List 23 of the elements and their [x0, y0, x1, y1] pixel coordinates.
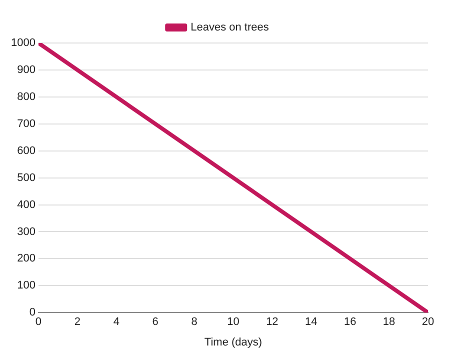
x-tick-label: 14: [305, 316, 318, 328]
y-tick-label: 500: [17, 172, 36, 184]
y-tick-label: 300: [17, 226, 36, 238]
x-tick-label: 18: [382, 316, 396, 328]
x-tick-label: 6: [152, 316, 158, 328]
x-tick-label: 12: [266, 316, 278, 328]
y-tick-label: 900: [17, 64, 36, 76]
x-tick-label: 16: [344, 316, 356, 328]
y-tick-label: 600: [17, 144, 36, 157]
y-tick-label: 800: [17, 90, 36, 103]
y-tick-label: 100: [17, 280, 36, 292]
x-tick-label: 8: [191, 316, 198, 328]
y-tick-label: 200: [17, 252, 36, 265]
x-tick-label: 20: [422, 316, 434, 328]
y-tick-label: 1000: [10, 37, 36, 50]
x-axis-title: Time (days): [204, 336, 262, 348]
y-tick-label: 700: [17, 118, 36, 130]
x-tick-label: 4: [113, 316, 120, 328]
y-tick-label: 0: [29, 306, 36, 319]
x-tick-label: 2: [74, 316, 80, 328]
x-tick-label: 10: [227, 316, 240, 328]
legend-label: Leaves on trees: [190, 22, 270, 34]
y-tick-label: 400: [17, 198, 36, 211]
